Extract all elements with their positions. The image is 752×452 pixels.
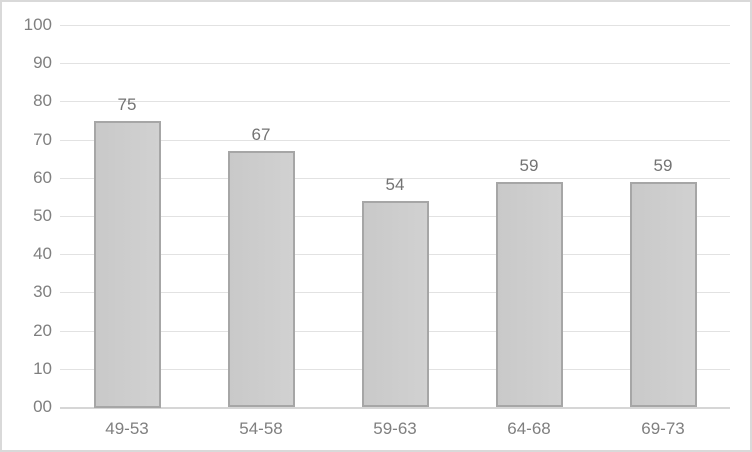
gridline (60, 140, 730, 141)
bar-value-label: 54 (385, 175, 405, 194)
gridline (60, 63, 730, 64)
bar (496, 182, 563, 407)
bar-value-label: 75 (117, 95, 137, 114)
y-axis-tick-label: 100 (23, 15, 52, 34)
bar-value-label: 59 (519, 156, 539, 175)
x-axis-tick-label: 59-63 (373, 419, 417, 438)
x-axis-tick-label: 69-73 (641, 419, 685, 438)
bar (362, 201, 429, 407)
y-axis-tick-label: 50 (33, 206, 52, 225)
x-axis-tick-label: 54-58 (239, 419, 283, 438)
bar (228, 151, 295, 407)
bar-value-label: 67 (251, 125, 271, 144)
bar (630, 182, 697, 407)
y-axis-tick-label: 40 (33, 244, 52, 263)
y-axis-tick-label: 30 (33, 282, 52, 301)
y-axis-tick-label: 60 (33, 168, 52, 187)
gridline (60, 25, 730, 26)
bar-value-label: 59 (653, 156, 673, 175)
y-axis-tick-label: 10 (33, 359, 52, 378)
y-axis-tick-label: 20 (33, 321, 52, 340)
x-axis-tick-label: 49-53 (105, 419, 149, 438)
bar (94, 121, 161, 408)
y-axis-tick-label: 80 (33, 91, 52, 110)
y-axis-tick-label: 00 (33, 397, 52, 416)
gridline (60, 178, 730, 179)
x-axis-line (60, 407, 730, 409)
y-axis-tick-label: 90 (33, 53, 52, 72)
gridline (60, 101, 730, 102)
x-axis-tick-label: 64-68 (507, 419, 551, 438)
y-axis-tick-label: 70 (33, 130, 52, 149)
